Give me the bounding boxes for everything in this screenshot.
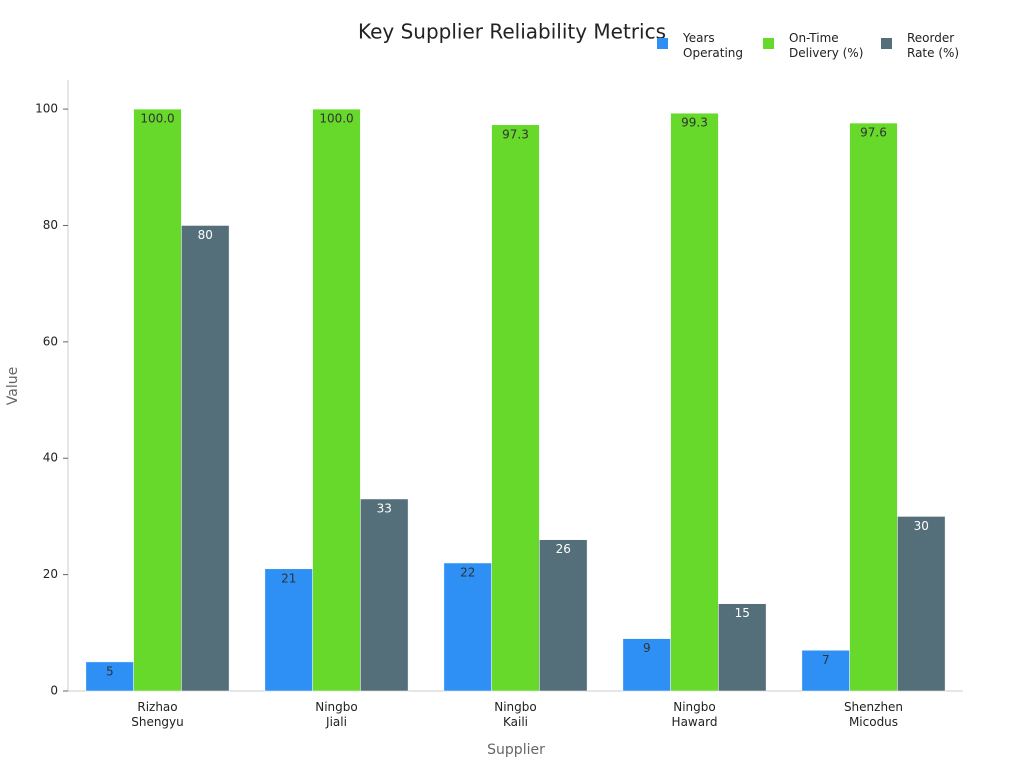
- data-label: 100.0: [319, 112, 353, 126]
- data-label: 30: [914, 519, 929, 533]
- bar: [897, 516, 946, 692]
- legend-label: Reorder Rate (%): [907, 31, 959, 60]
- chart-title: Key Supplier Reliability Metrics: [358, 20, 666, 44]
- y-tick-label: 60: [43, 334, 58, 348]
- legend-swatch: [763, 38, 774, 49]
- bar: [264, 568, 313, 692]
- data-label: 5: [106, 664, 114, 678]
- bar: [849, 122, 898, 692]
- bar: [718, 603, 767, 692]
- y-tick-label: 100: [35, 102, 58, 116]
- y-tick-label: 0: [50, 684, 58, 698]
- data-label: 22: [460, 565, 475, 579]
- y-tick-label: 40: [43, 451, 58, 465]
- legend-swatch: [657, 38, 668, 49]
- bar: [181, 225, 230, 692]
- data-label: 80: [198, 228, 213, 242]
- bar: [539, 539, 588, 692]
- bar: [443, 562, 492, 692]
- data-label: 15: [735, 606, 750, 620]
- bar: [622, 638, 671, 692]
- x-tick-label: Rizhao Shengyu: [131, 700, 184, 729]
- bar: [312, 108, 361, 692]
- bar: [133, 108, 182, 692]
- data-label: 100.0: [140, 112, 174, 126]
- data-label: 97.6: [860, 126, 887, 140]
- data-label: 33: [377, 501, 392, 515]
- x-tick-label: Ningbo Kaili: [494, 700, 537, 729]
- data-label: 21: [281, 571, 296, 585]
- bar: [360, 498, 409, 692]
- legend-label: On-Time Delivery (%): [789, 31, 863, 60]
- legend-label: Years Operating: [682, 31, 743, 60]
- data-label: 9: [643, 641, 651, 655]
- data-label: 99.3: [681, 116, 708, 130]
- x-tick-label: Ningbo Haward: [672, 700, 718, 729]
- y-axis-title: Value: [5, 367, 21, 405]
- bar: [85, 661, 134, 692]
- data-label: 97.3: [502, 127, 529, 141]
- x-tick-label: Shenzhen Micodus: [844, 700, 903, 729]
- legend-swatch: [881, 38, 892, 49]
- x-axis-title: Supplier: [487, 742, 545, 758]
- data-label: 7: [822, 653, 830, 667]
- y-tick-label: 80: [43, 218, 58, 232]
- bar: [491, 124, 540, 692]
- bar: [670, 112, 719, 692]
- y-tick-label: 20: [43, 567, 58, 581]
- x-tick-label: Ningbo Jiali: [315, 700, 358, 729]
- data-label: 26: [556, 542, 571, 556]
